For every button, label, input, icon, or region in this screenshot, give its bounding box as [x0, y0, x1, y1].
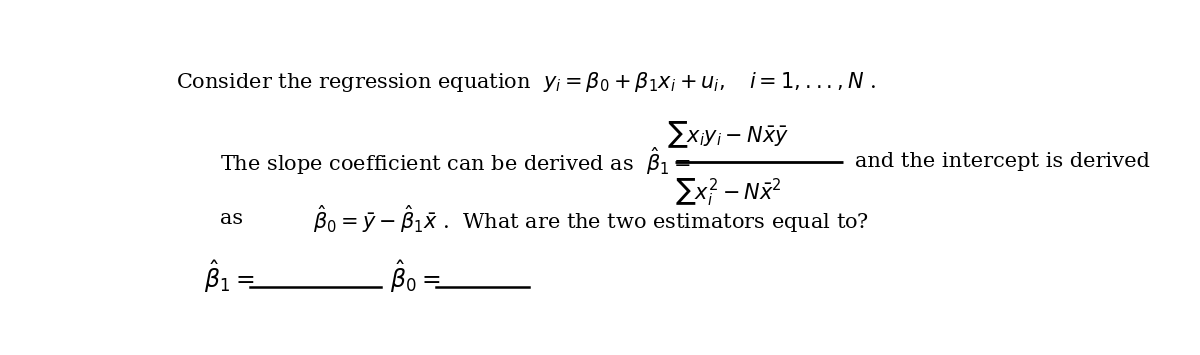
Text: Consider the regression equation  $y_i = \beta_0 + \beta_1 x_i + u_i,$   $i = 1,: Consider the regression equation $y_i = … [176, 70, 876, 94]
Text: The slope coefficient can be derived as  $\hat{\beta}_1 =$: The slope coefficient can be derived as … [220, 146, 691, 177]
Text: $\sum x_i^2 - N\bar{x}^2$: $\sum x_i^2 - N\bar{x}^2$ [676, 176, 782, 207]
Text: as: as [220, 209, 242, 228]
Text: $\sum x_i y_i - N\bar{x}\bar{y}$: $\sum x_i y_i - N\bar{x}\bar{y}$ [667, 119, 790, 149]
Text: $\hat{\beta}_1 =$: $\hat{\beta}_1 =$ [204, 258, 254, 295]
Text: and the intercept is derived: and the intercept is derived [854, 152, 1150, 171]
Text: $\hat{\beta}_0 =$: $\hat{\beta}_0 =$ [390, 258, 440, 295]
Text: $\hat{\beta}_0 = \bar{y} - \hat{\beta}_1\bar{x}$ .  What are the two estimators : $\hat{\beta}_0 = \bar{y} - \hat{\beta}_1… [313, 203, 869, 235]
